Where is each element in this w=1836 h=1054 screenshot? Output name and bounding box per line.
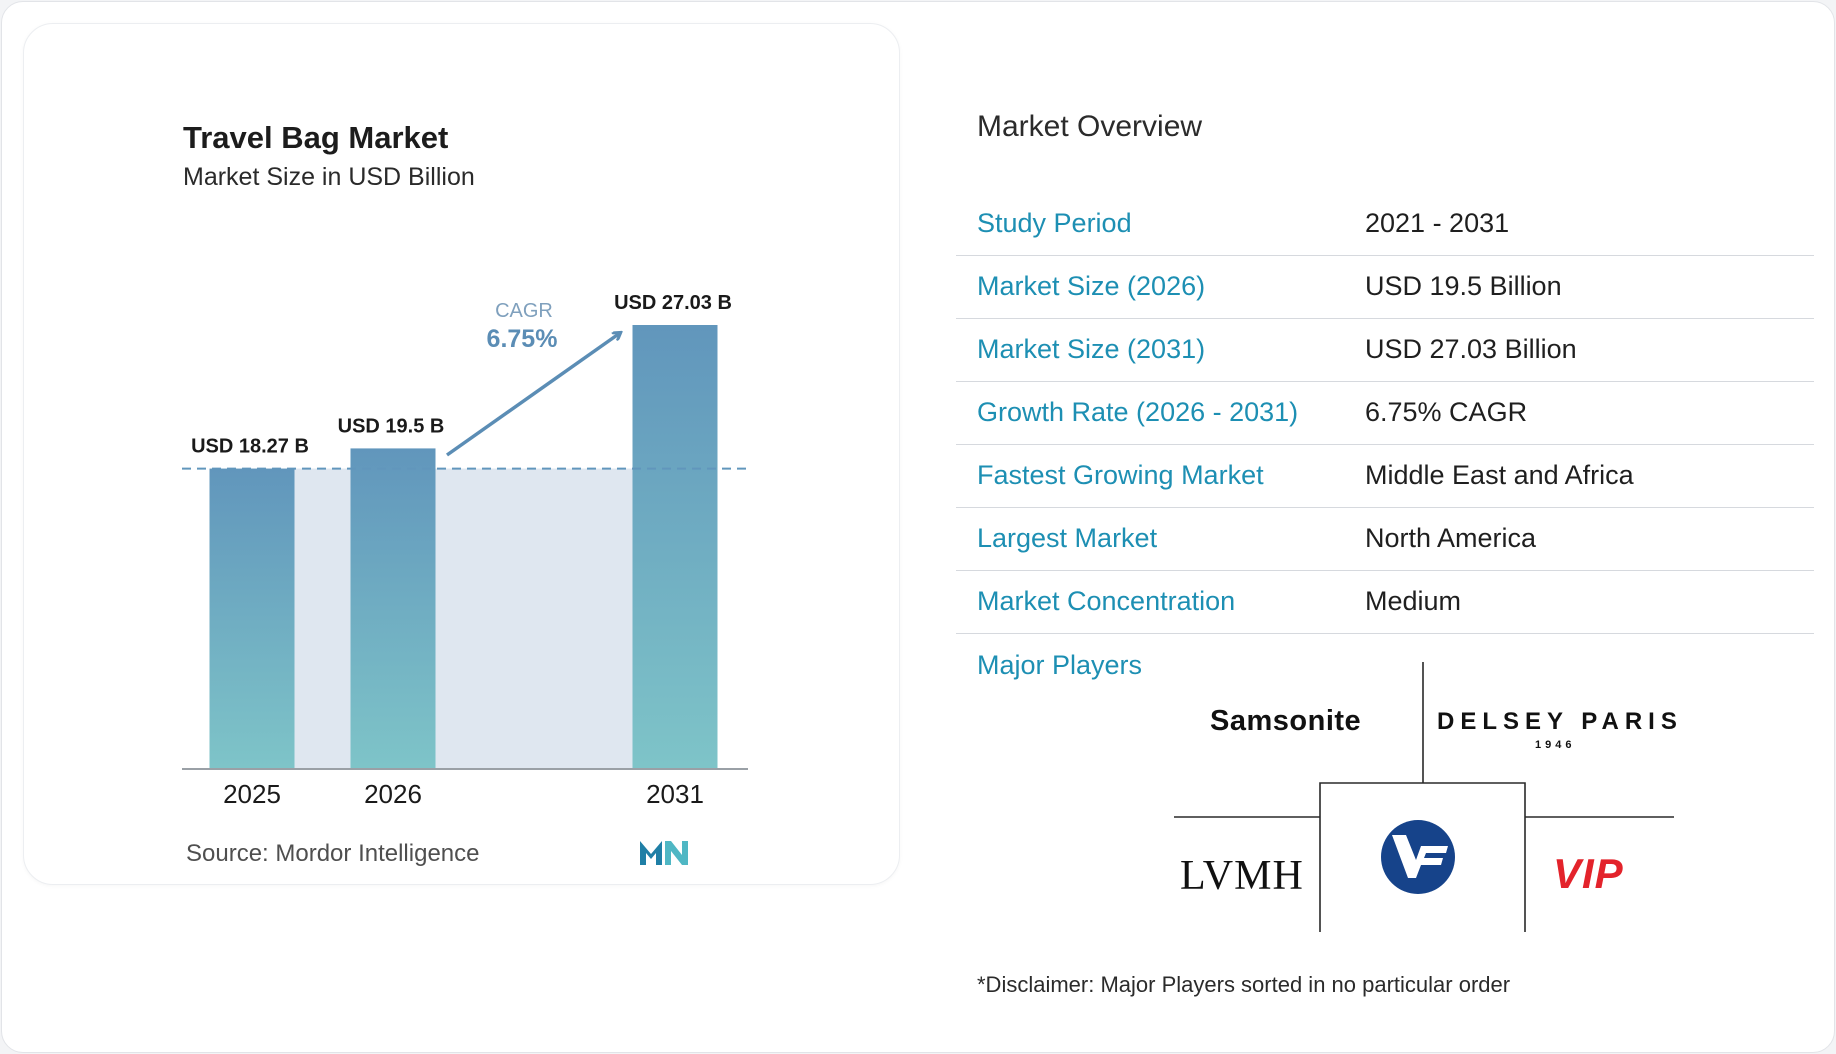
overview-table: Study Period 2021 - 2031 Market Size (2026… — [956, 193, 1814, 634]
samsonite-logo: Samsonite — [1210, 705, 1362, 737]
overview-row-label: Growth Rate (2026 - 2031) — [977, 397, 1299, 427]
overview-row: Largest Market North America — [956, 508, 1814, 571]
bar-2025 — [209, 468, 295, 768]
data-label: USD 27.03 B — [614, 292, 732, 314]
delsey-logo: DELSEY PARIS — [1437, 708, 1683, 735]
overview-row-value: 6.75% CAGR — [1365, 397, 1528, 427]
overview-row: Study Period 2021 - 2031 — [956, 193, 1814, 256]
chart-title: Travel Bag Market — [183, 120, 449, 155]
data-label: USD 18.27 B — [191, 436, 309, 458]
overview-row-label: Market Concentration — [977, 586, 1236, 616]
overview-row-value: USD 27.03 Billion — [1365, 334, 1577, 364]
x-tick-label: 2025 — [223, 779, 281, 809]
mordor-intelligence-logo — [640, 841, 688, 865]
cagr-value: 6.75% — [487, 325, 558, 353]
delsey-year: 1946 — [1535, 739, 1576, 751]
cagr-label: CAGR — [495, 300, 553, 322]
overview-row: Market Concentration Medium — [956, 571, 1814, 634]
overview-row: Market Size (2026) USD 19.5 Billion — [956, 256, 1814, 319]
bar-2031 — [632, 325, 718, 768]
disclaimer: *Disclaimer: Major Players sorted in no … — [977, 972, 1511, 997]
overview-row-label: Market Size (2026) — [977, 271, 1206, 301]
x-tick-label: 2026 — [364, 779, 422, 809]
overview-row-value: 2021 - 2031 — [1365, 208, 1510, 238]
baseline-shade — [252, 468, 675, 768]
overview-row: Fastest Growing Market Middle East and Af… — [956, 445, 1814, 508]
overview-row-value: Middle East and Africa — [1365, 460, 1634, 490]
x-tick-label: 2031 — [646, 779, 704, 809]
bar-chart: 2025 2026 2031 USD 18.27 B USD 19.5 B USD 27.… — [182, 292, 752, 809]
vip-logo: VIP — [1553, 850, 1624, 897]
overview-row-value: North America — [1365, 523, 1537, 553]
chart-subtitle: Market Size in USD Billion — [183, 163, 475, 191]
market-overview-title: Market Overview — [977, 110, 1203, 143]
major-players-title: Major Players — [977, 650, 1143, 680]
cagr-arrow — [445, 333, 620, 457]
overview-row-value: Medium — [1365, 586, 1462, 616]
source-note: Source: Mordor Intelligence — [186, 840, 480, 867]
overview-row-label: Largest Market — [977, 523, 1158, 553]
vf-logo — [1381, 820, 1455, 894]
lvmh-logo: LVMH — [1180, 853, 1304, 899]
overview-row-label: Study Period — [977, 208, 1132, 238]
overview-row: Market Size (2031) USD 27.03 Billion — [956, 319, 1814, 382]
overview-row: Growth Rate (2026 - 2031) 6.75% CAGR — [956, 382, 1814, 445]
overview-row-label: Fastest Growing Market — [977, 460, 1264, 490]
grid-line — [1319, 782, 1526, 932]
data-label: USD 19.5 B — [338, 415, 445, 437]
overview-row-label: Market Size (2031) — [977, 334, 1206, 364]
overview-row-value: USD 19.5 Billion — [1365, 271, 1562, 301]
bar-2026 — [350, 448, 436, 768]
